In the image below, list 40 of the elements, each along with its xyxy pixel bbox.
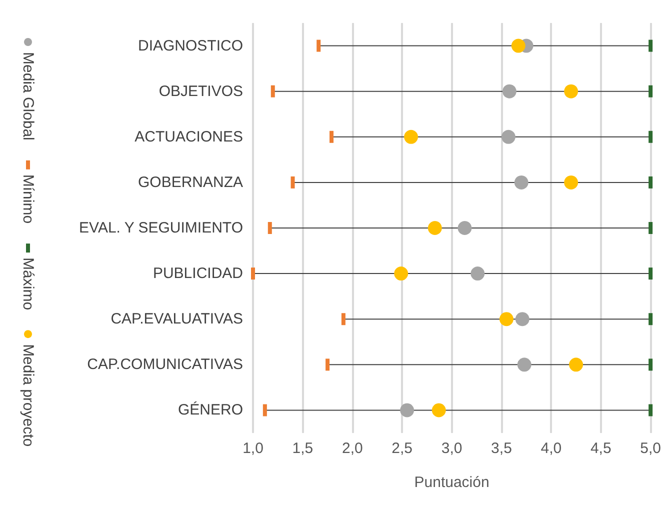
y-tick-label: PUBLICIDAD (152, 265, 244, 282)
x-tick-label: 3,5 (491, 440, 512, 457)
point (517, 358, 532, 372)
x-tick-label: 2,5 (392, 440, 413, 457)
y-tick-label: GOBERNANZA (138, 174, 243, 191)
y-tick-label: GÉNERO (178, 400, 243, 419)
x-tick-label: 5,0 (640, 440, 662, 457)
x-axis-title: Puntuación (414, 474, 490, 491)
point (564, 84, 578, 98)
x-tick-label: 4,0 (540, 440, 562, 457)
y-tick-label: OBJETIVOS (158, 82, 243, 100)
legend-label: Mínimo (20, 174, 36, 224)
point (501, 130, 516, 144)
point (569, 358, 584, 372)
x-tick-label: 1,5 (292, 440, 314, 457)
x-tick-label: 3,0 (441, 440, 462, 457)
point (394, 266, 408, 281)
point (470, 266, 485, 281)
y-tick-label: ACTUACIONES (134, 128, 243, 146)
x-tick-label: 1,0 (242, 440, 264, 457)
point (515, 312, 530, 326)
y-tick-label: DIAGNOSTICO (138, 37, 243, 54)
point (428, 221, 442, 235)
legend-label: Media proyecto (20, 344, 36, 447)
point (514, 175, 528, 190)
point (432, 403, 446, 418)
point (564, 175, 578, 190)
point (458, 221, 472, 235)
point (499, 312, 514, 326)
y-tick-label: CAP.EVALUATIVAS (110, 310, 243, 328)
point (404, 130, 418, 144)
y-tick-label: EVAL. Y SEGUIMIENTO (79, 220, 243, 236)
x-tick-label: 2,0 (342, 440, 363, 457)
legend-label: Media Global (20, 52, 36, 140)
legend-label: Máximo (20, 258, 36, 310)
y-tick-label: CAP.COMUNICATIVAS (87, 356, 243, 374)
point (511, 38, 526, 53)
x-tick-label: 4,5 (590, 440, 612, 457)
point (400, 403, 414, 418)
point (502, 84, 516, 98)
